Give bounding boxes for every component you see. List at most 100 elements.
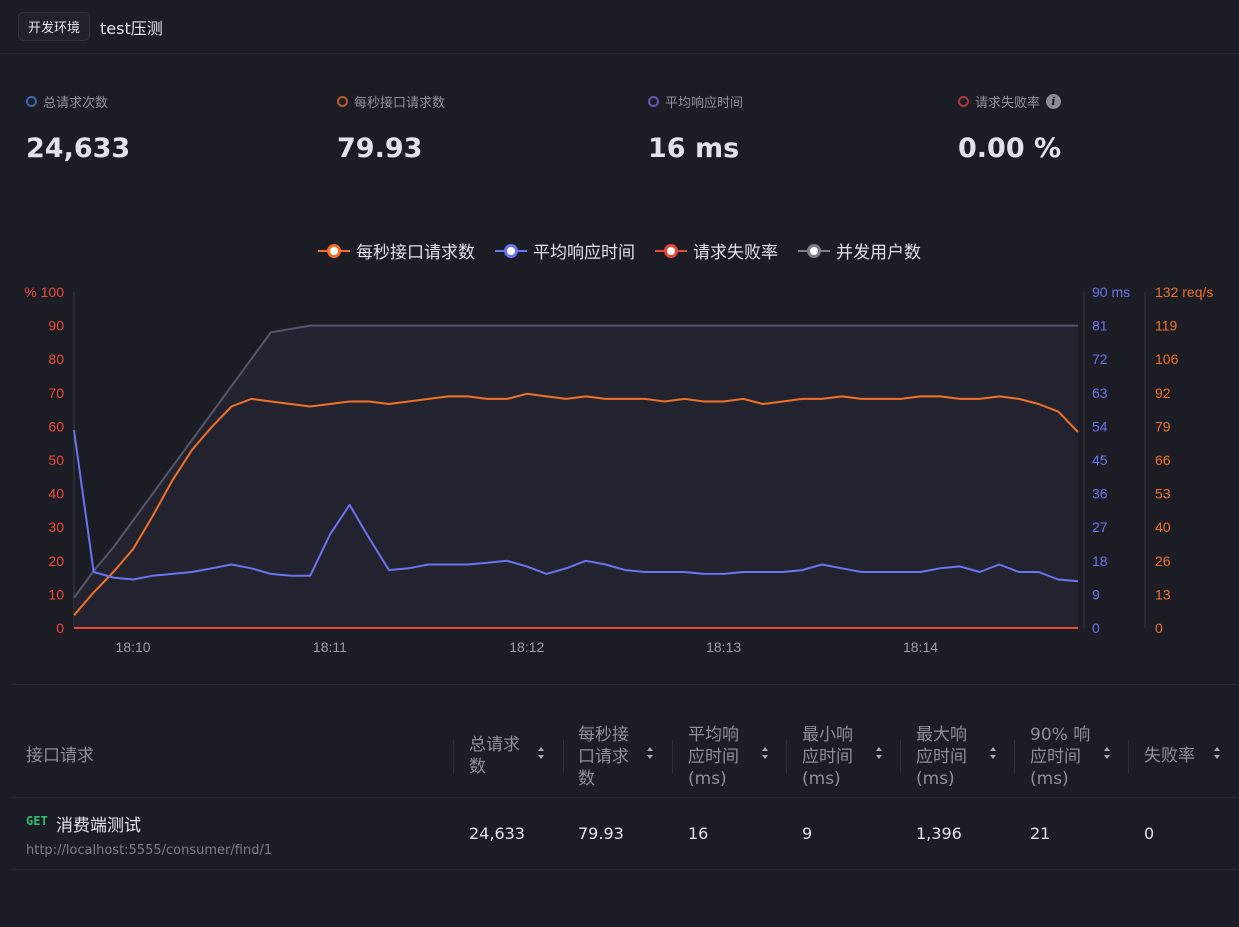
stat-label: 平均响应时间: [665, 96, 744, 111]
cell-max: 1,396: [916, 824, 962, 843]
table-header: 接口请求 总请求 数 每秒接 口请求 数 平均响 应时间 (ms) 最小响 应时…: [12, 714, 1237, 798]
legend-label: 每秒接口请求数: [356, 243, 475, 263]
legend-item-concurrent-users[interactable]: 并发用户数: [798, 238, 921, 263]
y-tick-label-right-rps: 119: [1155, 318, 1178, 334]
y-tick-label-right-rps: 13: [1155, 586, 1171, 602]
stat-requests-per-second: 每秒接口请求数 79.93: [337, 92, 445, 164]
legend-item-avg-response[interactable]: 平均响应时间: [495, 238, 635, 263]
y-tick-label-right-rps: 132 req/s: [1155, 284, 1213, 300]
y-tick-label-right-ms: 54: [1092, 418, 1108, 434]
header-avg[interactable]: 平均响 应时间 (ms): [688, 724, 739, 790]
y-tick-label-right-rps: 79: [1155, 418, 1171, 434]
y-tick-label-right-rps: 53: [1155, 486, 1171, 502]
legend-marker-icon: [318, 243, 350, 258]
http-method-badge: GET: [26, 814, 48, 828]
stat-avg-response-time: 平均响应时间 16 ms: [648, 92, 743, 164]
y-tick-label-right-rps: 40: [1155, 519, 1171, 535]
y-tick-label-right-ms: 72: [1092, 351, 1108, 367]
stat-value: 24,633: [26, 133, 131, 164]
y-tick-label-left: 80: [48, 351, 64, 367]
legend-label: 并发用户数: [836, 243, 921, 263]
header-line: (ms): [916, 769, 955, 789]
stat-value: 79.93: [337, 133, 423, 164]
stat-total-requests: 总请求次数 24,633: [26, 92, 130, 164]
series-line-并发用户数: [73, 324, 1078, 599]
sort-icon[interactable]: [875, 744, 883, 764]
header-line: (ms): [1030, 769, 1069, 789]
header-total[interactable]: 总请求 数: [469, 734, 520, 778]
y-tick-label-left: 30: [48, 519, 64, 535]
header-p90[interactable]: 90% 响 应时间 (ms): [1030, 724, 1090, 790]
stat-dot-icon: [337, 96, 348, 107]
y-tick-label-left: 20: [48, 553, 64, 569]
y-tick-label-right-rps: 106: [1155, 351, 1179, 367]
header-rps[interactable]: 每秒接 口请求 数: [578, 724, 629, 790]
y-tick-label-right-ms: 63: [1092, 385, 1108, 401]
cell-failure: 0: [1144, 824, 1155, 843]
stat-value: 16 ms: [648, 133, 740, 164]
y-tick-label-right-ms: 27: [1092, 519, 1108, 535]
x-tick-label: 18:11: [313, 639, 347, 655]
chart-legend: 每秒接口请求数 平均响应时间 请求失败率 并发用户数: [0, 238, 1239, 263]
info-icon[interactable]: i: [1046, 94, 1062, 109]
y-tick-label-right-ms: 36: [1092, 486, 1108, 502]
legend-marker-icon: [798, 243, 830, 258]
header-line: 数: [578, 769, 595, 789]
stat-failure-rate: 请求失败率 i 0.00 %: [958, 92, 1061, 164]
legend-item-failure-rate[interactable]: 请求失败率: [655, 238, 778, 263]
x-tick-label: 18:14: [903, 639, 938, 655]
api-table: 接口请求 总请求 数 每秒接 口请求 数 平均响 应时间 (ms) 最小响 应时…: [12, 714, 1237, 870]
y-tick-label-right-ms: 0: [1092, 620, 1100, 636]
environment-tag[interactable]: 开发环境: [18, 12, 91, 41]
legend-label: 请求失败率: [693, 243, 778, 263]
stat-dot-icon: [648, 96, 659, 107]
y-tick-label-right-ms: 45: [1092, 452, 1108, 468]
y-tick-label-right-ms: 81: [1092, 318, 1108, 334]
header-line: 应时间: [1030, 747, 1081, 767]
legend-item-rps[interactable]: 每秒接口请求数: [318, 238, 475, 263]
x-tick-label: 18:13: [706, 639, 741, 655]
header-line: 应时间: [802, 747, 853, 767]
header-max[interactable]: 最大响 应时间 (ms): [916, 724, 967, 790]
series-line-每秒接口请求数: [73, 392, 1079, 616]
header-line: 应时间: [688, 747, 739, 767]
legend-marker-icon: [655, 243, 687, 258]
sort-icon[interactable]: [1103, 744, 1111, 764]
sort-icon[interactable]: [646, 744, 654, 764]
header-bar: 开发环境 test压测: [0, 0, 1239, 54]
cell-total: 24,633: [469, 824, 525, 843]
stat-dot-icon: [958, 96, 969, 107]
y-tick-label-right-rps: 0: [1155, 620, 1163, 636]
y-tick-label-left: 90: [48, 318, 64, 334]
header-min[interactable]: 最小响 应时间 (ms): [802, 724, 853, 790]
stat-dot-icon: [26, 96, 37, 107]
stats-summary: 总请求次数 24,633 每秒接口请求数 79.93 平均响应时间 16 ms …: [26, 92, 1226, 172]
sort-icon[interactable]: [989, 744, 997, 764]
y-tick-label-left: 70: [48, 385, 64, 401]
stat-value: 0.00 %: [958, 133, 1062, 164]
legend-marker-icon: [495, 243, 527, 258]
y-tick-label-left: 40: [48, 486, 64, 502]
y-tick-label-left: 10: [48, 586, 64, 602]
legend-label: 平均响应时间: [533, 243, 635, 263]
api-name[interactable]: 消费端测试: [56, 816, 141, 836]
cell-min: 9: [802, 824, 813, 843]
y-tick-label-left: % 100: [24, 284, 64, 300]
sort-icon[interactable]: [761, 744, 769, 764]
header-failure[interactable]: 失败率: [1144, 746, 1195, 766]
cell-avg: 16: [688, 824, 709, 843]
sort-icon[interactable]: [537, 744, 545, 764]
line-chart[interactable]: 0 10 20 30 40 50 60 70 80 90 % 100 0 9 18 27 36 45 54 63 72…: [0, 280, 1239, 670]
header-line: 口请求: [578, 747, 629, 767]
stat-label: 总请求次数: [43, 96, 109, 111]
header-line: (ms): [802, 769, 841, 789]
header-line: 数: [469, 757, 486, 777]
y-tick-label-left: 50: [48, 452, 64, 468]
y-tick-label-left: 0: [56, 620, 64, 636]
table-row[interactable]: GET 消费端测试 http://localhost:5555/consumer…: [12, 798, 1237, 870]
header-line: 最大响: [916, 725, 967, 745]
api-url: http://localhost:5555/consumer/find/1: [26, 843, 273, 858]
y-tick-label-right-rps: 92: [1155, 385, 1171, 401]
cell-p90: 21: [1030, 824, 1051, 843]
sort-icon[interactable]: [1213, 744, 1221, 764]
